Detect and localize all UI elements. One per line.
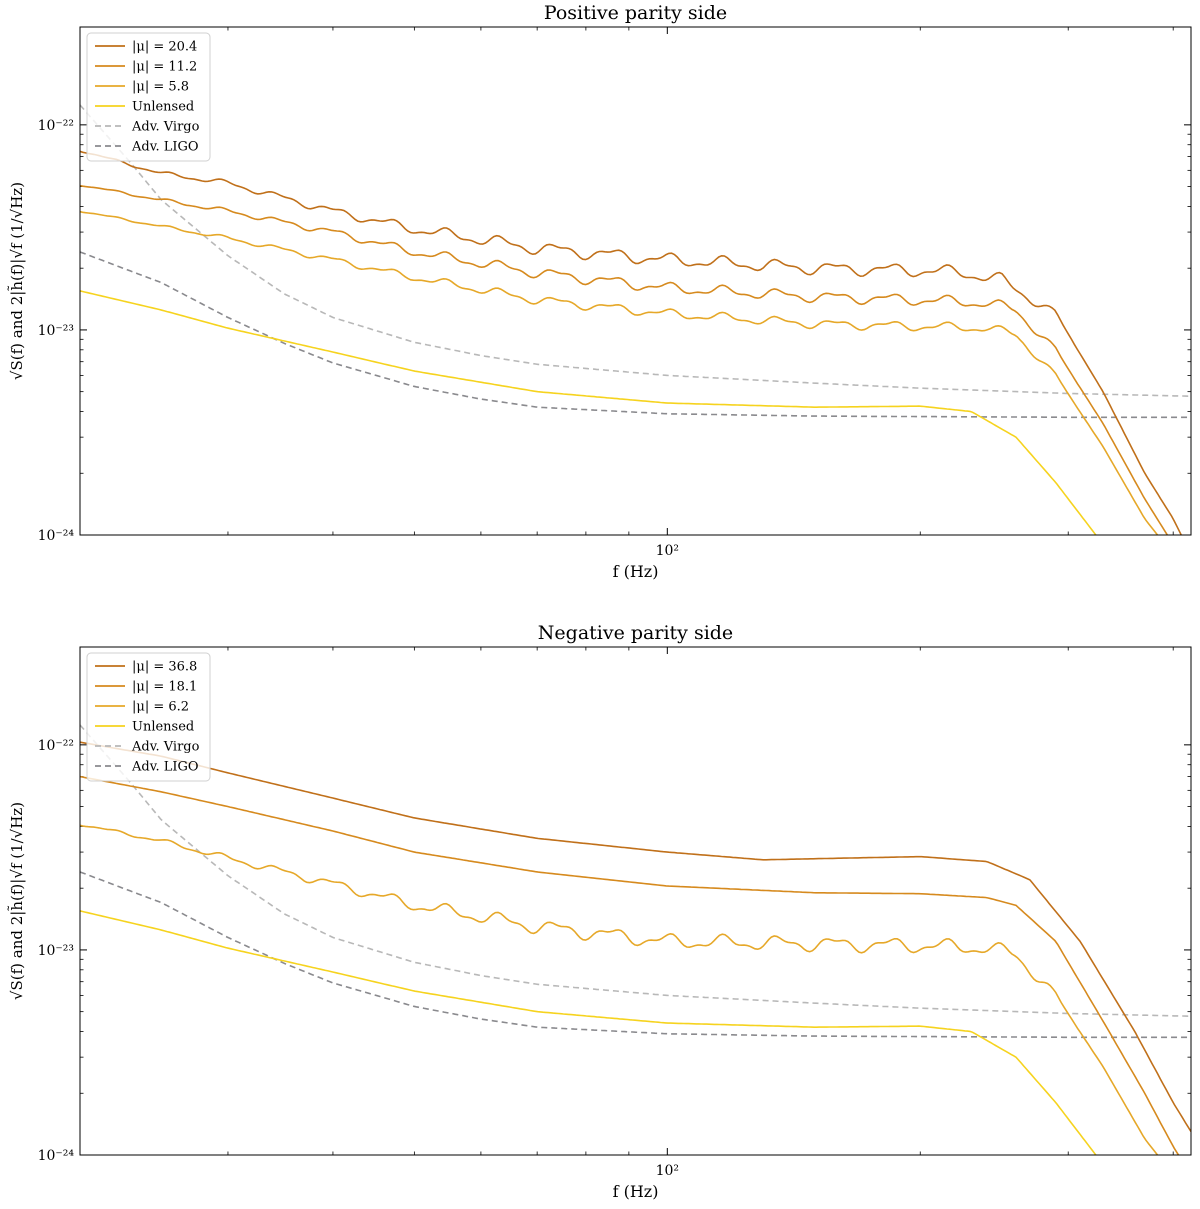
legend-label: |μ| = 11.2 [132,60,197,75]
x-axis-label: f (Hz) [613,1182,659,1201]
chart-title: Positive parity side [544,2,727,24]
y-tick-label: 10⁻²³ [38,943,74,959]
y-axis-label: √S(f) and 2|h̃(f)|√f (1/√Hz) [8,182,26,380]
y-tick-label: 10⁻²² [38,118,74,134]
series-line-11.2 [80,184,1169,535]
series-line-unlensed [80,290,1097,535]
series-group [80,104,1191,535]
legend-label: |μ| = 36.8 [132,660,197,675]
x-tick-label: 10² [656,543,679,559]
series-line-adv.-virgo [80,724,1191,1017]
legend-label: Adv. LIGO [131,140,199,155]
series-line-20.4 [80,150,1183,535]
series-line-6.2 [80,824,1159,1155]
y-tick-label: 10⁻²³ [38,323,74,339]
legend-label: Adv. Virgo [131,740,200,755]
plot-frame [79,646,1192,1156]
series-line-adv.-virgo [80,104,1191,397]
legend-label: Adv. LIGO [131,760,199,775]
legend-label: |μ| = 18.1 [132,680,197,695]
y-tick-label: 10⁻²⁴ [38,1148,75,1164]
legend-label: Unlensed [132,100,194,115]
series-line-5.8 [80,210,1159,535]
legend: |μ| = 20.4 |μ| = 11.2 |μ| = 5.8 Unlensed Adv… [86,32,211,162]
legend-label: |μ| = 5.8 [132,80,189,95]
y-tick-label: 10⁻²² [38,738,74,754]
series-group [80,724,1191,1155]
legend-box [86,32,211,162]
legend-label: |μ| = 20.4 [132,40,197,55]
y-axis-label: √S(f) and 2|h̃(f)|√f (1/√Hz) [8,802,26,1000]
x-tick-label: 10² [656,1163,679,1179]
legend-box [86,652,211,782]
legend-label: Adv. Virgo [131,120,200,135]
y-tick-label: 10⁻²⁴ [38,528,75,544]
chart-panel-1: Positive parity side 10² 10⁻²⁴ 10⁻²³ 10⁻²² f … [8,2,1192,581]
chart-title: Negative parity side [538,622,733,644]
plot-frame [79,26,1192,536]
legend-label: |μ| = 6.2 [132,700,189,715]
series-line-adv.-ligo [80,251,1191,419]
series-line-18.1 [80,775,1180,1155]
series-line-unlensed [80,910,1097,1155]
chart-panel-2: Negative parity side 10² 10⁻²⁴ 10⁻²³ 10⁻²² f … [8,622,1192,1201]
x-axis-label: f (Hz) [613,562,659,581]
series-line-adv.-ligo [80,871,1191,1039]
legend-label: Unlensed [132,720,194,735]
legend: |μ| = 36.8 |μ| = 18.1 |μ| = 6.2 Unlensed Adv… [86,652,211,782]
series-line-36.8 [80,741,1191,1133]
